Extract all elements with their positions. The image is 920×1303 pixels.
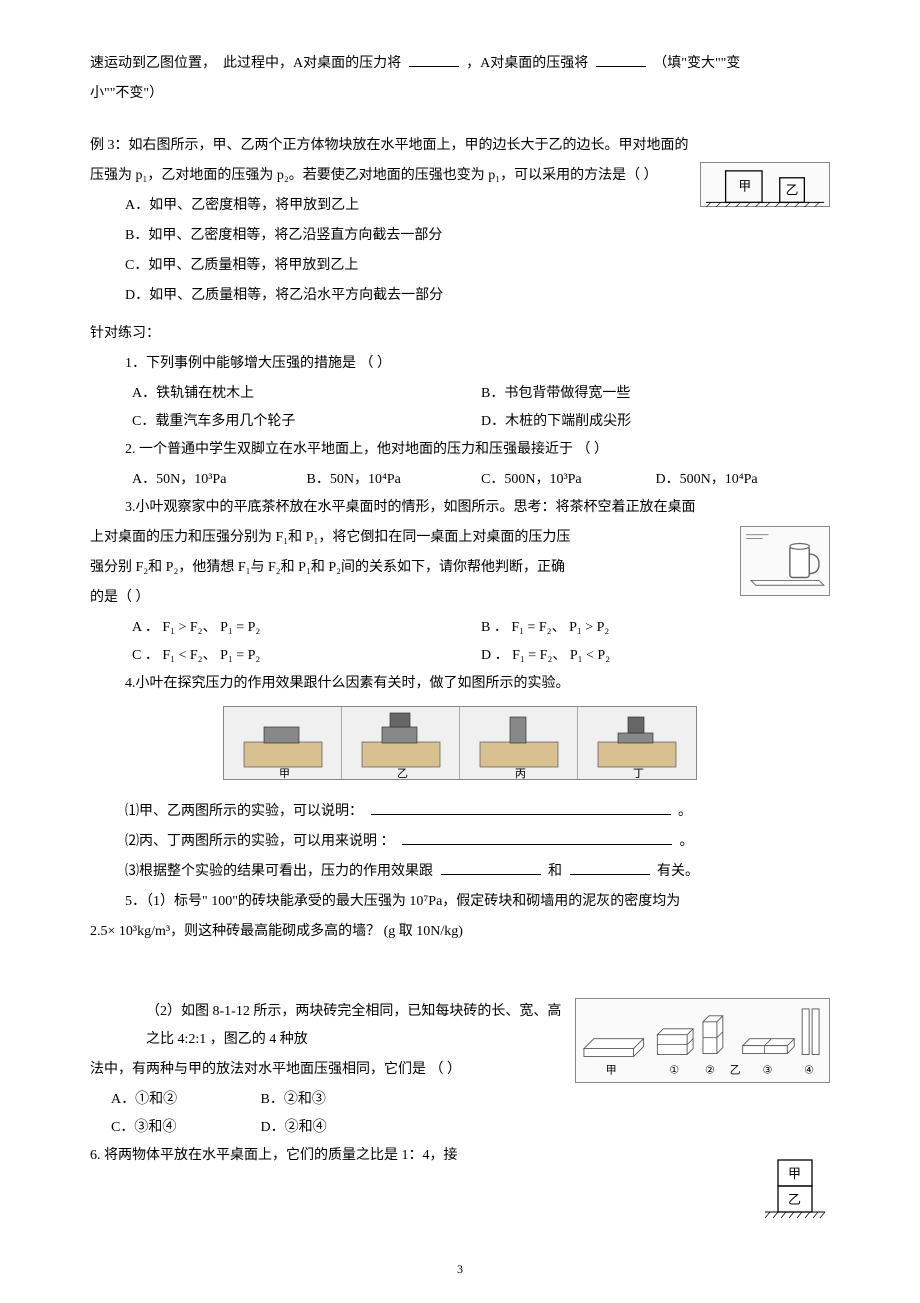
para-1-line-2: 小""不变"） <box>90 80 830 108</box>
q4-fig-d: 丁 <box>578 707 696 779</box>
svg-text:甲: 甲 <box>279 768 290 779</box>
q6-figure: 甲 乙 <box>760 1152 830 1227</box>
q5-opt-c: C．③和④ <box>111 1114 261 1142</box>
q5-opt-b: B．②和③ <box>261 1086 411 1114</box>
blank-pressure <box>596 66 646 67</box>
svg-text:乙: 乙 <box>786 184 799 198</box>
q5-l2: 2.5× 10³kg/m³，则这种砖最高能砌成多高的墙？ (g 取 10N/kg… <box>90 918 830 946</box>
q4-s2: ⑵丙、丁两图所示的实验，可以用来说明 ： 。 <box>90 828 830 856</box>
q5-opt-a: A．①和② <box>111 1086 261 1114</box>
q2-stem: 2. 一个普通中学生双脚立在水平地面上，他对地面的压力和压强最接近于 （ ） <box>90 436 830 464</box>
q4-blank-1 <box>371 814 671 815</box>
q4-fig-b: 乙 <box>342 707 460 779</box>
svg-text:乙: 乙 <box>730 1063 741 1076</box>
q5-opt-d: D．②和④ <box>261 1114 411 1142</box>
ex3-opt-b: B．如甲、乙密度相等，将乙沿竖直方向截去一部分 <box>90 222 830 250</box>
q3-opts-row2: C ． F₁ < F₂、 P₁ = P₂ D ． F₁ = F₂、 P₁ < P… <box>90 642 830 670</box>
q4-s1: ⑴甲、乙两图所示的实验，可以说明： 。 <box>90 798 830 826</box>
q1-opt-a: A．铁轨铺在枕木上 <box>132 380 481 408</box>
q1-opt-b: B．书包背带做得宽一些 <box>481 380 830 408</box>
q4-blank-3a <box>441 874 541 875</box>
q4-figure: 甲 乙 丙 丁 <box>90 706 830 790</box>
q2-opt-b: B．50N，10⁴Pa <box>307 466 482 494</box>
p1-mid: ，A对桌面的压强将 <box>466 56 588 71</box>
q4-s3: ⑶根据整个实验的结果可看出，压力的作用效果跟 和 有关。 <box>90 858 830 886</box>
q3-opt-c: C ． F₁ < F₂、 P₁ = P₂ <box>132 642 481 670</box>
q2-opt-d: D．500N，10⁴Pa <box>656 466 831 494</box>
q5-figure: 甲 ① ② 乙 ③ <box>575 998 830 1083</box>
q4-blank-3b <box>570 874 650 875</box>
svg-text:甲: 甲 <box>738 180 751 194</box>
blank-force <box>409 66 459 67</box>
q5-opts-row2: C．③和④ D．②和④ <box>90 1114 410 1142</box>
q3-l4: 的是（ ） <box>90 584 830 612</box>
q3-opts-row1: A ． F₁ > F₂、 P₁ = P₂ B ． F₁ = F₂、 P₁ > P… <box>90 614 830 642</box>
q3-l2: 上对桌面的压力和压强分别为 F₁和 P₁，将它倒扣在同一桌面上对桌面的压力压 <box>90 524 830 552</box>
q1-opt-c: C．载重汽车多用几个轮子 <box>132 408 481 436</box>
q2-opt-a: A．50N，10³Pa <box>132 466 307 494</box>
q1-opts-row1: A．铁轨铺在枕木上 B．书包背带做得宽一些 <box>90 380 830 408</box>
q6-stem: 6. 将两物体平放在水平桌面上，它们的质量之比是 1：4，接 <box>90 1142 830 1170</box>
q5-opts-row1: A．①和② B．②和③ <box>90 1086 410 1114</box>
q4-fig-a: 甲 <box>224 707 342 779</box>
svg-text:③: ③ <box>763 1064 773 1076</box>
q3-opt-a: A ． F₁ > F₂、 P₁ = P₂ <box>132 614 481 642</box>
q4-blank-2 <box>402 844 672 845</box>
q3-opt-d: D ． F₁ = F₂、 P₁ < P₂ <box>481 642 830 670</box>
ex3-line-1: 例 3：如右图所示，甲、乙两个正方体物块放在水平地面上，甲的边长大于乙的边长。甲… <box>90 132 830 160</box>
q3-l1: 3.小叶观察家中的平底茶杯放在水平桌面时的情形，如图所示。思考：将茶杯空着正放在… <box>90 494 830 522</box>
q1-opts-row2: C．载重汽车多用几个轮子 D．木桩的下端削成尖形 <box>90 408 830 436</box>
para-1-line-1: 速运动到乙图位置， 此过程中，A对桌面的压力将 ，A对桌面的压强将 （填"变大"… <box>90 50 830 78</box>
ex3-opt-c: C．如甲、乙质量相等，将甲放到乙上 <box>90 252 830 280</box>
svg-text:乙: 乙 <box>788 1192 801 1207</box>
q3-l3: 强分别 F₂和 P₂，他猜想 F₁与 F₂和 P₁和 P₂间的关系如下，请你帮他… <box>90 554 830 582</box>
svg-text:乙: 乙 <box>397 767 408 779</box>
q4-stem: 4.小叶在探究压力的作用效果跟什么因素有关时，做了如图所示的实验。 <box>90 670 830 698</box>
practice-title: 针对练习： <box>90 320 830 348</box>
q3-figure <box>740 526 830 596</box>
p1-post: （填"变大""变 <box>653 56 740 71</box>
p1-pre: 速运动到乙图位置， 此过程中，A对桌面的压力将 <box>90 56 401 71</box>
svg-text:丁: 丁 <box>633 768 644 779</box>
q2-opts: A．50N，10³Pa B．50N，10⁴Pa C．500N，10³Pa D．5… <box>90 466 830 494</box>
svg-text:甲: 甲 <box>606 1064 617 1076</box>
q5-l1: 5．（1）标号" 100"的砖块能承受的最大压强为 10⁷Pa，假定砖块和砌墙用… <box>90 888 830 916</box>
svg-text:④: ④ <box>804 1064 814 1076</box>
page-number: 3 <box>457 1257 463 1281</box>
q2-opt-c: C．500N，10³Pa <box>481 466 656 494</box>
svg-text:②: ② <box>705 1064 715 1076</box>
q1-stem: 1．下列事例中能够增大压强的措施是 （ ） <box>90 350 830 378</box>
svg-text:①: ① <box>669 1064 679 1076</box>
ex3-opt-d: D．如甲、乙质量相等，将乙沿水平方向截去一部分 <box>90 282 830 310</box>
q3-opt-b: B ． F₁ = F₂、 P₁ > P₂ <box>481 614 830 642</box>
q1-opt-d: D．木桩的下端削成尖形 <box>481 408 830 436</box>
q4-fig-c: 丙 <box>460 707 578 779</box>
svg-text:甲: 甲 <box>788 1166 801 1181</box>
svg-text:丙: 丙 <box>515 768 526 779</box>
ex3-figure: 甲 乙 <box>700 162 830 207</box>
